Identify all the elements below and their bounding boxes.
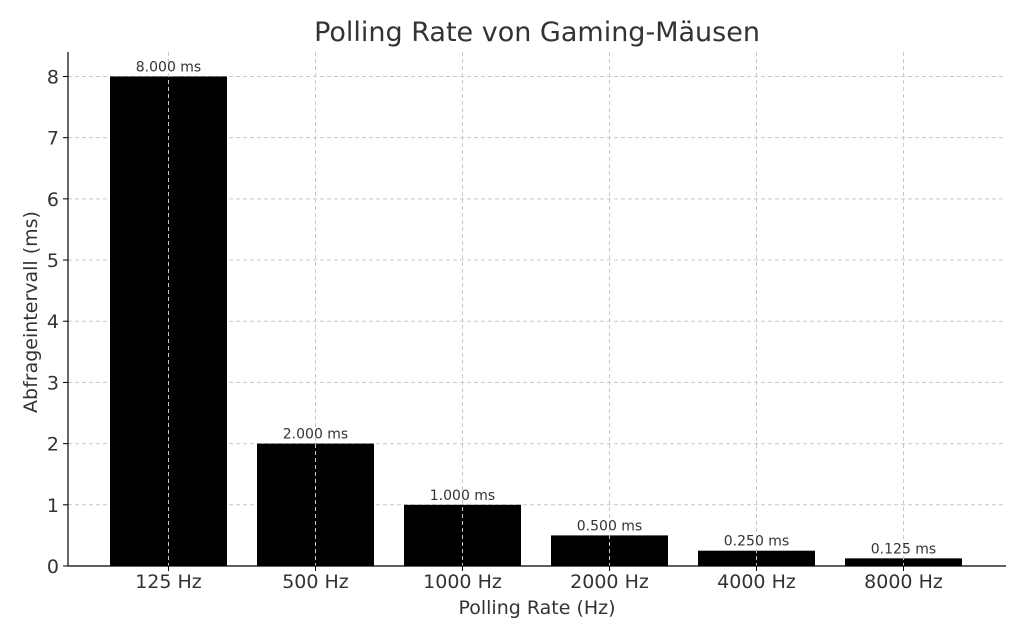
bar-value-label: 0.500 ms [577,518,642,534]
y-tick-label: 5 [47,250,59,272]
y-axis-label: Abfrageintervall (ms) [20,211,42,413]
y-tick-labels: 0 1 2 3 4 5 6 7 8 [47,66,59,578]
y-tick-label: 6 [47,189,59,211]
vertical-grid-lines [168,52,904,566]
y-tick-label: 3 [47,372,59,394]
data-labels: 8.000 ms 2.000 ms 1.000 ms 0.500 ms 0.250 ms… [136,59,936,557]
y-tick-label: 4 [47,311,59,333]
y-tick-label: 2 [47,434,59,456]
axes [63,52,1006,571]
y-tick-label: 1 [47,495,59,517]
x-tick-label: 4000 Hz [717,571,796,593]
bar-value-label: 8.000 ms [136,59,201,75]
x-tick-labels: 125 Hz 500 Hz 1000 Hz 2000 Hz 4000 Hz 8000 Hz [135,571,943,593]
x-tick-label: 8000 Hz [864,571,943,593]
bar-value-label: 0.125 ms [871,541,936,557]
x-tick-label: 125 Hz [135,571,202,593]
x-tick-label: 2000 Hz [570,571,649,593]
bar-value-label: 2.000 ms [283,427,348,443]
bar-value-label: 1.000 ms [430,488,495,504]
x-tick-label: 1000 Hz [423,571,502,593]
bar [845,558,962,566]
x-tick-label: 500 Hz [282,571,349,593]
x-axis-label: Polling Rate (Hz) [458,597,615,619]
y-tick-label: 0 [47,556,59,578]
bar-value-label: 0.250 ms [724,534,789,550]
y-tick-label: 7 [47,128,59,150]
y-tick-label: 8 [47,66,59,88]
chart-title: Polling Rate von Gaming-Mäusen [314,17,760,48]
